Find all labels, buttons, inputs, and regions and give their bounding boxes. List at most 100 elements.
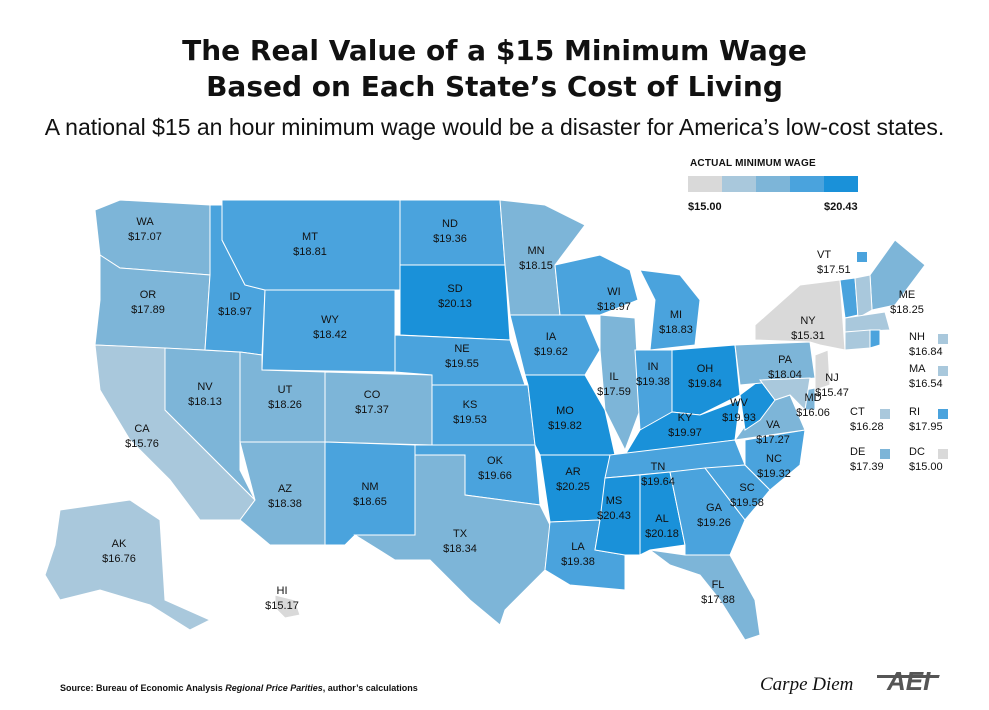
- small-state-abbr: RI: [909, 406, 920, 418]
- state-value-wa: $17.07: [128, 231, 162, 243]
- state-label-wi: WI: [607, 286, 620, 298]
- legend-swatch-1: [688, 176, 722, 192]
- state-value-ks: $19.53: [453, 414, 487, 426]
- state-label-wa: WA: [136, 216, 154, 228]
- state-label-il: IL: [609, 371, 618, 383]
- state-hi: [274, 594, 301, 619]
- small-state-swatch-nh: [938, 334, 948, 344]
- state-value-wv: $19.93: [722, 412, 756, 424]
- small-state-value: $16.54: [909, 378, 943, 390]
- small-state-swatch-vt: [857, 252, 867, 262]
- small-state-value: $17.39: [850, 461, 884, 473]
- small-state-swatch-de: [880, 449, 890, 459]
- state-value-mo: $19.82: [548, 420, 582, 432]
- state-ia: [509, 314, 601, 376]
- small-state-swatch-ri: [938, 409, 948, 419]
- state-label-tx: TX: [453, 528, 468, 540]
- state-label-id: ID: [230, 291, 241, 303]
- small-state-abbr: NH: [909, 331, 925, 343]
- state-value-nv: $18.13: [188, 396, 222, 408]
- source-note: Source: Bureau of Economic Analysis Regi…: [60, 683, 418, 693]
- state-label-ok: OK: [487, 455, 504, 467]
- small-state-de: DE $17.39: [850, 445, 884, 475]
- state-label-ar: AR: [565, 466, 580, 478]
- state-label-nc: NC: [766, 453, 782, 465]
- state-value-wi: $18.97: [597, 301, 631, 313]
- state-value-sc: $19.58: [730, 497, 764, 509]
- legend-color-bar: [688, 176, 858, 192]
- state-value-tx: $18.34: [443, 543, 477, 555]
- state-value-va: $17.27: [756, 434, 790, 446]
- state-label-wy: WY: [321, 314, 339, 326]
- small-state-vt: VT $17.51: [817, 248, 851, 278]
- title-line-2: Based on Each State’s Cost of Living: [206, 70, 783, 103]
- state-value-nc: $19.32: [757, 468, 791, 480]
- state-value-sd: $20.13: [438, 298, 472, 310]
- state-label-mo: MO: [556, 405, 574, 417]
- state-label-sc: SC: [739, 482, 754, 494]
- small-state-swatch-ct: [880, 409, 890, 419]
- small-state-nh: NH $16.84: [909, 330, 943, 360]
- state-value-ny: $15.31: [791, 330, 825, 342]
- small-state-value: $16.28: [850, 421, 884, 433]
- state-tx: [353, 454, 551, 626]
- state-value-fl: $17.88: [701, 594, 735, 606]
- state-label-fl: FL: [712, 579, 725, 591]
- subtitle: A national $15 an hour minimum wage woul…: [44, 114, 945, 140]
- state-md: [759, 377, 811, 412]
- state-value-me: $18.25: [890, 304, 924, 316]
- state-label-nm: NM: [361, 481, 378, 493]
- small-state-swatch-dc: [938, 449, 948, 459]
- state-value-ga: $19.26: [697, 517, 731, 529]
- state-nj: [814, 349, 831, 391]
- small-state-value: $17.51: [817, 264, 851, 276]
- state-label-co: CO: [364, 389, 381, 401]
- source-italic: Regional Price Parities: [225, 683, 323, 693]
- state-label-la: LA: [571, 541, 585, 553]
- state-label-ia: IA: [546, 331, 557, 343]
- state-value-mi: $18.83: [659, 324, 693, 336]
- state-mt: [221, 199, 401, 291]
- legend-min-label: $15.00: [688, 201, 722, 213]
- state-ny: [754, 279, 846, 351]
- source-prefix: Source: Bureau of Economic Analysis: [60, 683, 226, 693]
- brand-carpe-diem: Carpe Diem: [760, 674, 854, 695]
- state-label-wv: WV: [730, 397, 748, 409]
- state-label-nd: ND: [442, 218, 458, 230]
- state-label-me: ME: [899, 289, 916, 301]
- state-label-mt: MT: [302, 231, 318, 243]
- state-value-wy: $18.42: [313, 329, 347, 341]
- state-label-ut: UT: [278, 384, 293, 396]
- state-value-in: $19.38: [636, 376, 670, 388]
- state-label-ga: GA: [706, 502, 723, 514]
- small-state-ct: CT $16.28: [850, 405, 884, 435]
- small-state-value: $17.95: [909, 421, 943, 433]
- state-nm: [324, 441, 416, 546]
- state-fl: [649, 549, 761, 641]
- small-state-value: $15.00: [909, 461, 943, 473]
- aei-logo-text: AEI: [886, 666, 931, 694]
- state-value-or: $17.89: [131, 304, 165, 316]
- state-label-ky: KY: [678, 412, 693, 424]
- legend-swatch-4: [790, 176, 824, 192]
- state-label-pa: PA: [778, 354, 793, 366]
- state-value-al: $20.18: [645, 528, 679, 540]
- state-al: [639, 471, 686, 556]
- state-label-ms: MS: [606, 495, 623, 507]
- state-label-ne: NE: [454, 343, 469, 355]
- state-label-hi: HI: [277, 585, 288, 597]
- small-state-swatch-ma: [938, 366, 948, 376]
- state-label-sd: SD: [447, 283, 462, 295]
- legend-swatch-3: [756, 176, 790, 192]
- state-label-ks: KS: [463, 399, 478, 411]
- state-label-in: IN: [648, 361, 659, 373]
- state-value-mt: $18.81: [293, 246, 327, 258]
- legend-title: ACTUAL MINIMUM WAGE: [690, 158, 816, 169]
- state-value-nd: $19.36: [433, 233, 467, 245]
- state-value-ky: $19.97: [668, 427, 702, 439]
- legend-swatch-2: [722, 176, 756, 192]
- state-label-ca: CA: [134, 423, 150, 435]
- state-label-ny: NY: [800, 315, 816, 327]
- state-value-mn: $18.15: [519, 260, 553, 272]
